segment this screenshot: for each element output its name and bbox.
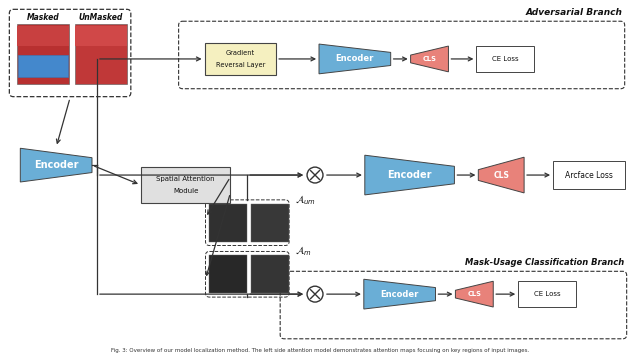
Polygon shape: [456, 281, 493, 307]
Text: Gradient: Gradient: [226, 50, 255, 56]
Bar: [17, 26, 69, 46]
Text: Fig. 3: Overview of our model localization method. The left side attention model: Fig. 3: Overview of our model localizati…: [111, 348, 529, 353]
Text: Mask-Usage Classification Branch: Mask-Usage Classification Branch: [465, 258, 625, 267]
Text: CLS: CLS: [467, 291, 481, 297]
Text: Encoder: Encoder: [34, 160, 79, 170]
Polygon shape: [319, 44, 390, 74]
Bar: [252, 204, 289, 241]
Bar: [141, 167, 230, 203]
Polygon shape: [411, 46, 449, 72]
Bar: [17, 24, 69, 84]
Bar: [476, 46, 534, 72]
Bar: [75, 24, 127, 84]
Text: Arcface Loss: Arcface Loss: [565, 171, 612, 180]
Polygon shape: [365, 155, 454, 195]
Bar: [19, 55, 68, 77]
Text: Adversarial Branch: Adversarial Branch: [526, 8, 623, 17]
Text: CE Loss: CE Loss: [492, 56, 518, 62]
Polygon shape: [478, 157, 524, 193]
Text: CLS: CLS: [493, 171, 509, 180]
Bar: [75, 26, 127, 46]
Text: Encoder: Encoder: [387, 170, 432, 180]
Text: Module: Module: [173, 188, 198, 194]
Bar: [553, 161, 625, 189]
Text: UnMasked: UnMasked: [79, 13, 123, 22]
Bar: [205, 43, 276, 75]
Text: $\mathcal{A}_{m}$: $\mathcal{A}_{m}$: [295, 245, 312, 258]
Bar: [518, 281, 576, 307]
Text: Spatial Attention: Spatial Attention: [156, 176, 215, 182]
Text: CLS: CLS: [422, 56, 436, 62]
Text: Encoder: Encoder: [335, 54, 374, 64]
Polygon shape: [20, 148, 92, 182]
Text: $\mathcal{A}_{um}$: $\mathcal{A}_{um}$: [295, 193, 316, 207]
Text: Masked: Masked: [27, 13, 60, 22]
Text: CE Loss: CE Loss: [534, 291, 561, 297]
Polygon shape: [364, 279, 435, 309]
Text: Reversal Layer: Reversal Layer: [216, 62, 265, 68]
Bar: [209, 204, 247, 241]
Bar: [209, 256, 247, 293]
Text: Encoder: Encoder: [380, 290, 419, 299]
Bar: [252, 256, 289, 293]
